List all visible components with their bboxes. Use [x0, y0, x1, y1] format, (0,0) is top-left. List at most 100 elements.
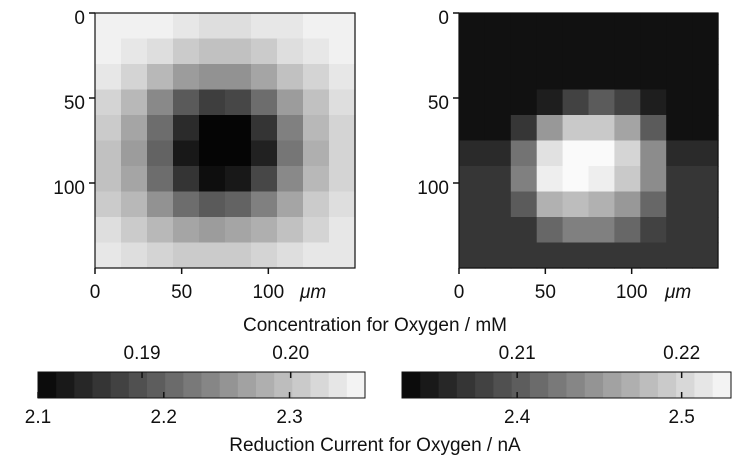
heatmap-cell — [692, 191, 719, 218]
heatmap-cell — [666, 13, 693, 40]
colorbar-step — [328, 372, 348, 398]
x-tick-label: 50 — [171, 282, 192, 303]
heatmap-cell — [225, 217, 252, 244]
heatmap-cell — [640, 38, 667, 65]
heatmap-cell — [640, 191, 667, 218]
heatmap-cell — [121, 13, 148, 40]
heatmap-cell — [536, 38, 564, 65]
heatmap-cell — [588, 140, 615, 167]
heatmap-cell — [692, 38, 719, 65]
heatmap-cell — [666, 242, 693, 269]
heatmap-cell — [95, 217, 122, 244]
heatmap-cell — [588, 191, 615, 218]
colorbar-step — [402, 372, 421, 398]
heatmap-cell — [251, 115, 278, 142]
heatmap-cell — [329, 13, 356, 40]
heatmap-cell — [95, 242, 122, 269]
heatmap-cell — [666, 191, 693, 218]
colorbar-step — [147, 372, 166, 398]
colorbar-top-tick-label: 0.22 — [663, 343, 700, 364]
x-tick-label: 50 — [535, 282, 556, 303]
heatmap-cell — [510, 38, 538, 65]
x-tick-label: 0 — [454, 282, 465, 303]
colorbar-step — [201, 372, 221, 398]
heatmap-cell — [666, 166, 693, 193]
heatmap-cell — [277, 166, 304, 193]
heatmap-cell — [173, 115, 200, 142]
heatmap-cell — [121, 38, 148, 65]
colorbar-step — [420, 372, 440, 398]
heatmap-cell — [666, 140, 693, 167]
colorbar-top-tick-label: 0.21 — [499, 343, 536, 364]
heatmap-cell — [562, 13, 590, 40]
colorbar-frame — [37, 371, 366, 399]
heatmap-cell — [536, 140, 564, 167]
heatmap-cell — [484, 38, 512, 65]
heatmap-cell — [510, 242, 538, 269]
heatmap-cell — [614, 89, 641, 116]
heatmap-cell — [588, 217, 615, 244]
colorbar-step — [92, 372, 112, 398]
heatmap-cell — [303, 64, 330, 91]
heatmap-cell — [199, 115, 226, 142]
heatmap-cell — [147, 217, 174, 244]
heatmap-cell — [692, 89, 719, 116]
heatmap-cell — [95, 115, 122, 142]
heatmap-cell — [666, 115, 693, 142]
heatmap-cell — [536, 13, 564, 40]
heatmap-cell — [303, 166, 330, 193]
heatmap-cell — [692, 140, 719, 167]
heatmap-cell — [510, 115, 538, 142]
heatmap-cell — [121, 217, 148, 244]
colorbar-step — [256, 372, 275, 398]
heatmap-cell — [329, 140, 356, 167]
heatmap-cell — [225, 191, 252, 218]
colorbar-step — [219, 372, 239, 398]
heatmap-cell — [199, 89, 226, 116]
heatmap-cell — [303, 89, 330, 116]
heatmap-cell — [562, 217, 590, 244]
heatmap-cell — [121, 166, 148, 193]
heatmap-cell — [614, 217, 641, 244]
heatmap-cell — [199, 13, 226, 40]
heatmap-cell — [692, 242, 719, 269]
heatmap-cell — [173, 64, 200, 91]
heatmap-cell — [640, 115, 667, 142]
heatmap-cell — [95, 38, 122, 65]
heatmap-cell — [121, 242, 148, 269]
heatmap-cell — [484, 217, 512, 244]
heatmap-cell — [173, 13, 200, 40]
colorbar-step — [74, 372, 93, 398]
heatmap-cell — [614, 166, 641, 193]
colorbar-step — [657, 372, 677, 398]
heatmap-cell — [459, 89, 486, 116]
colorbar-step — [165, 372, 184, 398]
heatmap-cell — [225, 89, 252, 116]
colorbar-step — [128, 372, 148, 398]
heatmap-cell — [277, 217, 304, 244]
heatmap-cell — [95, 140, 122, 167]
heatmap-cell — [666, 217, 693, 244]
heatmap-cell — [640, 242, 667, 269]
heatmap-cell — [173, 166, 200, 193]
heatmap-cell — [640, 166, 667, 193]
heatmap-cell — [459, 166, 486, 193]
heatmap-cell — [614, 115, 641, 142]
heatmap-cell — [614, 64, 641, 91]
heatmap-cell — [251, 89, 278, 116]
heatmap-cell — [199, 242, 226, 269]
heatmap-cell — [666, 64, 693, 91]
colorbar-step — [694, 372, 714, 398]
heatmap-cell — [562, 140, 590, 167]
heatmap-cell — [147, 38, 174, 65]
x-tick-label: 100 — [616, 282, 648, 303]
colorbar-step — [38, 372, 57, 398]
colorbar-step — [493, 372, 513, 398]
heatmap-cell — [277, 38, 304, 65]
heatmap-cell — [251, 191, 278, 218]
heatmap-cell — [121, 140, 148, 167]
heatmap-cell — [303, 115, 330, 142]
heatmap-cell — [225, 38, 252, 65]
x-tick-label: 100 — [252, 282, 284, 303]
